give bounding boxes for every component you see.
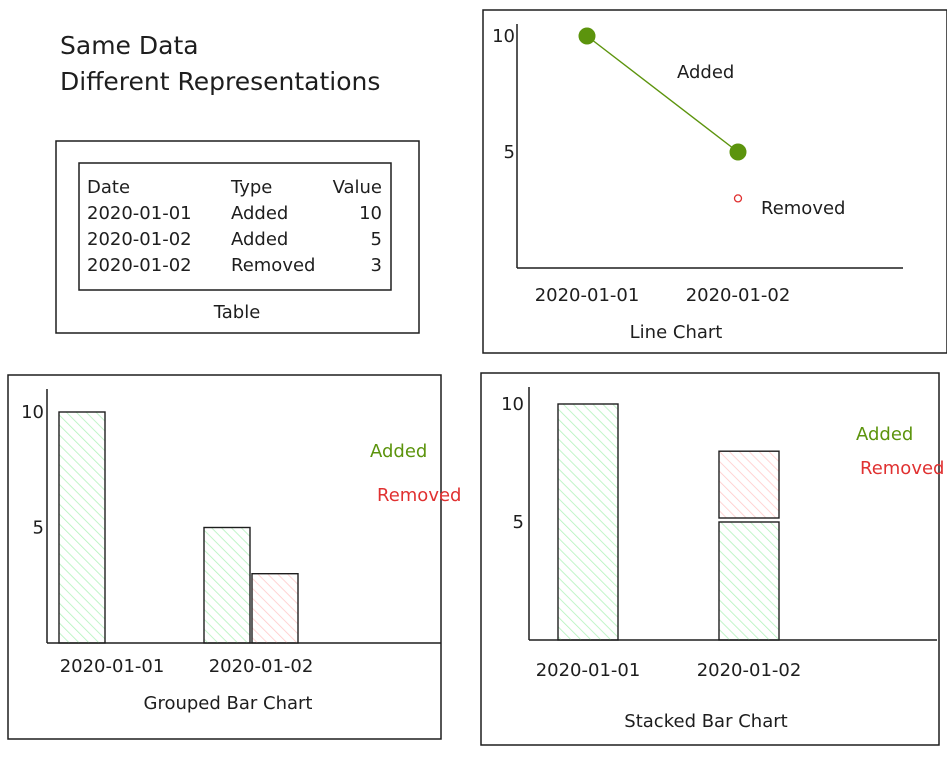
grouped-bar-chart-panel: 5 10 2020-01-01 2020-01-02 Grouped Bar Chart… (7, 374, 461, 740)
data-point-added (729, 143, 747, 161)
table-caption: Table (213, 302, 261, 323)
table-cell: 5 (371, 229, 382, 250)
table-cell: 2020-01-01 (87, 203, 192, 224)
chart-caption: Line Chart (630, 322, 723, 343)
chart-caption: Grouped Bar Chart (144, 693, 313, 714)
y-tick-label: 10 (492, 26, 515, 47)
y-tick-label: 10 (21, 402, 44, 423)
chart-caption: Stacked Bar Chart (624, 711, 787, 732)
x-tick-label: 2020-01-01 (535, 285, 640, 306)
y-tick-label: 5 (513, 512, 524, 533)
chart-frame (480, 372, 940, 746)
legend-label: Added (677, 62, 734, 83)
table-cell: Removed (231, 255, 315, 276)
legend-label: Removed (377, 485, 461, 506)
title-line-2: Different Representations (60, 67, 380, 96)
table-header-date: Date (87, 177, 130, 198)
x-tick-label: 2020-01-01 (60, 656, 165, 677)
y-tick-label: 10 (501, 394, 524, 415)
line-series-added (586, 35, 739, 153)
legend-label: Removed (860, 458, 944, 479)
table-panel: Date Type Value 2020-01-01 Added 10 2020… (55, 140, 420, 334)
title-line-1: Same Data (60, 31, 199, 60)
bar-removed (251, 573, 299, 644)
chart-frame (482, 9, 947, 354)
table-cell: Added (231, 203, 288, 224)
table-header-value: Value (333, 177, 382, 198)
x-tick-label: 2020-01-01 (536, 660, 641, 681)
table-header-type: Type (230, 177, 272, 198)
table-cell: 3 (371, 255, 382, 276)
chart-frame (7, 374, 442, 740)
stacked-bar-chart-panel: 5 10 2020-01-01 2020-01-02 Stacked Bar Chart… (480, 372, 944, 746)
y-tick-label: 5 (504, 142, 515, 163)
bar-added (58, 411, 106, 644)
table-cell: 2020-01-02 (87, 229, 192, 250)
data-point-added (578, 27, 596, 45)
bar-removed (718, 450, 780, 519)
table-cell: 10 (359, 203, 382, 224)
x-tick-label: 2020-01-02 (697, 660, 802, 681)
table-cell: Added (231, 229, 288, 250)
line-chart-panel: 5 10 2020-01-01 2020-01-02 Line Chart Added Re… (482, 9, 947, 354)
legend-label: Added (370, 441, 427, 462)
table-cell: 2020-01-02 (87, 255, 192, 276)
bar-added (557, 403, 619, 641)
y-tick-label: 5 (33, 518, 44, 539)
bar-added (718, 521, 780, 641)
legend-label: Removed (761, 198, 845, 219)
x-tick-label: 2020-01-02 (209, 656, 314, 677)
bar-added (203, 526, 251, 644)
x-tick-label: 2020-01-02 (686, 285, 791, 306)
data-point-removed (733, 194, 743, 203)
legend-label: Added (856, 424, 913, 445)
